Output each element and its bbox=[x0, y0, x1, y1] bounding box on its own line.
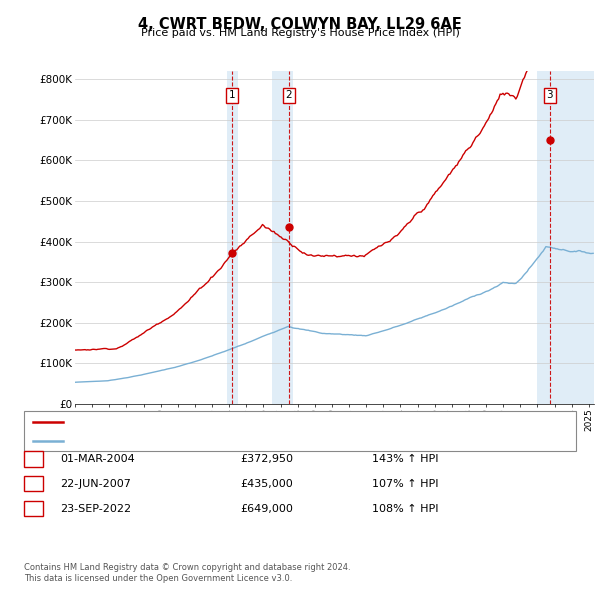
Text: HPI: Average price, detached house, Conwy: HPI: Average price, detached house, Conw… bbox=[69, 437, 297, 446]
Text: 4, CWRT BEDW, COLWYN BAY, LL29 6AE (detached house): 4, CWRT BEDW, COLWYN BAY, LL29 6AE (deta… bbox=[69, 418, 371, 428]
Text: This data is licensed under the Open Government Licence v3.0.: This data is licensed under the Open Gov… bbox=[24, 574, 292, 583]
Text: £649,000: £649,000 bbox=[240, 504, 293, 513]
Text: 01-MAR-2004: 01-MAR-2004 bbox=[60, 454, 135, 464]
Text: Price paid vs. HM Land Registry's House Price Index (HPI): Price paid vs. HM Land Registry's House … bbox=[140, 28, 460, 38]
Text: 3: 3 bbox=[30, 504, 37, 513]
Text: £372,950: £372,950 bbox=[240, 454, 293, 464]
Bar bbox=[272, 71, 293, 404]
Text: 3: 3 bbox=[547, 90, 553, 100]
Bar bbox=[227, 71, 238, 404]
Text: 143% ↑ HPI: 143% ↑ HPI bbox=[372, 454, 439, 464]
Text: 107% ↑ HPI: 107% ↑ HPI bbox=[372, 479, 439, 489]
Text: 1: 1 bbox=[30, 454, 37, 464]
Text: 22-JUN-2007: 22-JUN-2007 bbox=[60, 479, 131, 489]
Text: 4, CWRT BEDW, COLWYN BAY, LL29 6AE: 4, CWRT BEDW, COLWYN BAY, LL29 6AE bbox=[138, 17, 462, 31]
Text: 108% ↑ HPI: 108% ↑ HPI bbox=[372, 504, 439, 513]
Bar bbox=[538, 71, 594, 404]
Text: Contains HM Land Registry data © Crown copyright and database right 2024.: Contains HM Land Registry data © Crown c… bbox=[24, 563, 350, 572]
Text: 2: 2 bbox=[30, 479, 37, 489]
Text: £435,000: £435,000 bbox=[240, 479, 293, 489]
Text: 2: 2 bbox=[285, 90, 292, 100]
Text: 23-SEP-2022: 23-SEP-2022 bbox=[60, 504, 131, 513]
Text: 1: 1 bbox=[229, 90, 235, 100]
